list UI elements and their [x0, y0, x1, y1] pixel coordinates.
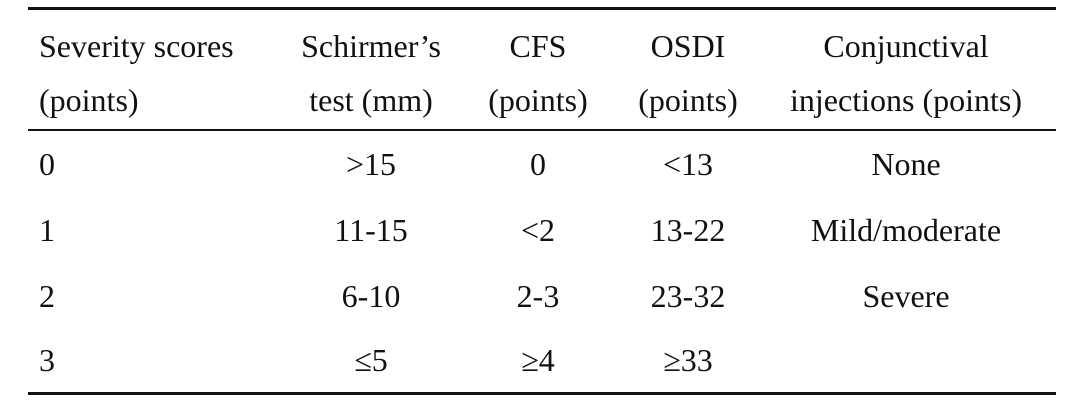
- header-osdi-line1: OSDI: [650, 28, 726, 64]
- cell-conjunctival-injections: Severe: [862, 278, 950, 314]
- table-top-rule: [28, 7, 1056, 10]
- cell-cfs: 2-3: [516, 278, 560, 314]
- header-cfs-line1: CFS: [509, 28, 567, 64]
- cell-schirmers-test: ≤5: [354, 342, 388, 378]
- cell-cfs: 0: [530, 146, 546, 182]
- cell-conjunctival-injections: Mild/moderate: [810, 212, 1002, 248]
- cell-cfs: ≥4: [521, 342, 555, 378]
- cell-severity-score: 2: [39, 278, 55, 314]
- header-osdi-line2: (points): [638, 82, 738, 118]
- header-cfs-line2: (points): [488, 82, 588, 118]
- cell-schirmers-test: >15: [345, 146, 397, 182]
- cell-cfs: <2: [520, 212, 556, 248]
- cell-severity-score: 3: [39, 342, 55, 378]
- header-severity-scores-line2: (points): [39, 82, 139, 118]
- header-schirmers-test-line1: Schirmer’s: [301, 28, 441, 64]
- cell-schirmers-test: 6-10: [341, 278, 401, 314]
- cell-osdi: <13: [662, 146, 714, 182]
- cell-conjunctival-injections: None: [871, 146, 941, 182]
- header-schirmers-test-line2: test (mm): [309, 82, 433, 118]
- header-conjunctival-injections-line2: injections (points): [790, 82, 1022, 118]
- severity-scores-table: Severity scores (points) Schirmer’s test…: [28, 0, 1056, 407]
- cell-osdi: 13-22: [650, 212, 726, 248]
- cell-schirmers-test: 11-15: [334, 212, 408, 248]
- table-bottom-rule: [28, 392, 1056, 395]
- cell-osdi: ≥33: [663, 342, 713, 378]
- cell-severity-score: 1: [39, 212, 55, 248]
- cell-severity-score: 0: [39, 146, 55, 182]
- cell-osdi: 23-32: [650, 278, 726, 314]
- table-header-rule: [28, 129, 1056, 131]
- header-severity-scores-line1: Severity scores: [39, 28, 234, 64]
- header-conjunctival-injections-line1: Conjunctival: [823, 28, 989, 64]
